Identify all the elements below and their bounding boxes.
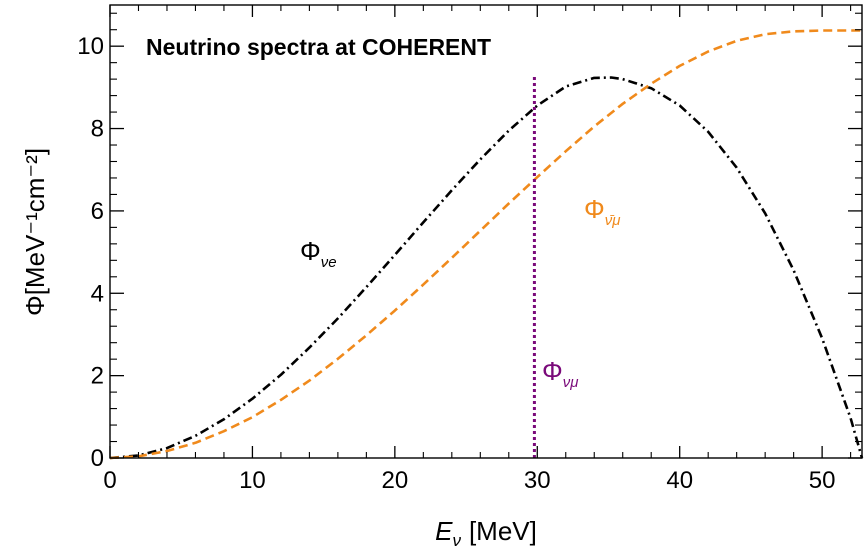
- series-line-nu-mu-bar: [109, 29, 862, 460]
- series-lines: [109, 29, 864, 460]
- x-tick-label: 10: [239, 467, 266, 494]
- series-label-nu-mu-subscript: νμ: [563, 374, 579, 391]
- axis-ticks: 0 10 20 30 40 50 0 2 4 6 8 10: [77, 5, 862, 494]
- y-tick-label: 0: [91, 445, 104, 472]
- x-tick-label: 40: [666, 467, 693, 494]
- x-tick-label: 0: [103, 467, 116, 494]
- series-label-nu-e-symbol: Φ: [300, 236, 321, 266]
- y-tick-label: 8: [91, 116, 104, 143]
- x-axis-label-subscript: ν: [452, 531, 461, 550]
- series-label-nu-mu-bar-symbol: Φ: [584, 194, 605, 224]
- x-tick-label: 30: [524, 467, 551, 494]
- series-label-nu-e-subscript: νe: [321, 254, 337, 271]
- x-axis-label-unit: [MeV]: [469, 516, 537, 546]
- y-tick-label: 10: [77, 33, 104, 60]
- plot-frame: [109, 4, 863, 459]
- x-axis-label: Eν [MeV]: [435, 516, 537, 550]
- series-line-nu-e: [109, 76, 864, 460]
- series-label-nu-mu-symbol: Φ: [542, 356, 563, 386]
- series-label-nu-mu-bar: Φν̄μ: [584, 194, 620, 229]
- chart-title: Neutrino spectra at COHERENT: [146, 34, 491, 60]
- y-tick-label: 4: [91, 280, 104, 307]
- x-tick-label: 20: [381, 467, 408, 494]
- series-label-nu-mu: Φνμ: [542, 356, 578, 391]
- y-tick-label: 6: [91, 198, 104, 225]
- y-axis-label: Φ[MeV⁻¹cm⁻²]: [20, 148, 50, 316]
- x-axis-label-symbol: E: [435, 516, 453, 546]
- series-label-nu-mu-bar-subscript: ν̄μ: [605, 212, 621, 229]
- series-label-nu-e: Φνe: [300, 236, 337, 271]
- y-tick-label: 2: [91, 363, 104, 390]
- x-tick-label: 50: [809, 467, 836, 494]
